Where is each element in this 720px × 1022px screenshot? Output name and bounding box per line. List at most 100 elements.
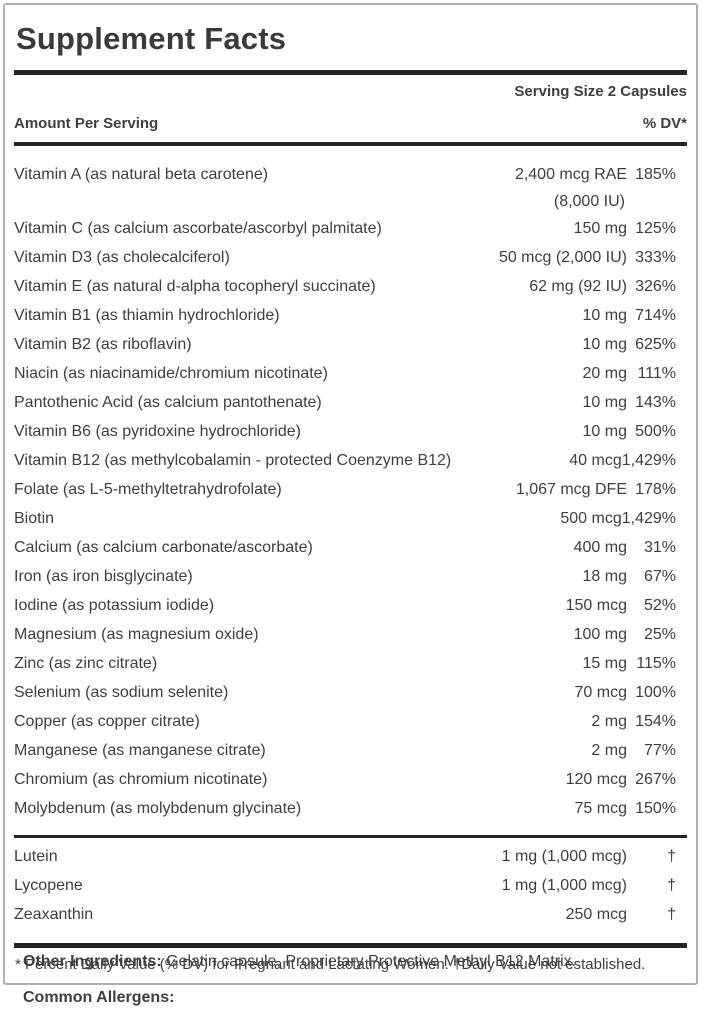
nutrient-amount: 10 mg <box>582 423 627 440</box>
nutrient-dv: † <box>667 877 676 894</box>
other-ingredients-line: Other Ingredients: Gelatin capsule, Prop… <box>23 953 697 971</box>
nutrient-name: Chromium (as chromium nicotinate) <box>14 771 268 788</box>
nutrient-dv: 111% <box>637 365 676 382</box>
nutrient-amount: 100 mg <box>573 626 627 643</box>
nutrient-name: Iodine (as potassium iodide) <box>14 597 215 614</box>
nutrient-amount: 75 mcg <box>574 800 627 817</box>
nutrient-amount: 10 mg <box>582 394 627 411</box>
divider-mid <box>14 835 687 838</box>
dv-footnote: * Percent Daily Value (% DV) for Pregnan… <box>15 956 646 973</box>
table-row: Zinc (as zinc citrate) 15 mg 115% <box>14 650 687 679</box>
nutrient-amount: 2 mg <box>591 713 627 730</box>
nutrient-amount: 120 mcg <box>565 771 627 788</box>
table-row: Zeaxanthin 250 mcg † <box>14 901 687 930</box>
table-row: Vitamin B12 (as methylcobalamin - protec… <box>14 447 687 476</box>
nutrient-amount: 1 mg (1,000 mcg) <box>501 848 627 865</box>
nutrient-name: Manganese (as manganese citrate) <box>14 742 266 759</box>
table-row: Magnesium (as magnesium oxide) 100 mg 25… <box>14 621 687 650</box>
nutrient-name: Folate (as L-5-methyltetrahydrofolate) <box>14 481 282 498</box>
nutrient-amount-secondary: (8,000 IU) <box>553 193 625 210</box>
supplement-facts-panel: Supplement Facts Serving Size 2 Capsules… <box>3 3 698 985</box>
nutrient-amount: 400 mg <box>573 539 627 556</box>
amount-per-serving-header: Amount Per Serving <box>14 115 159 132</box>
nutrient-dv: 185% <box>635 166 676 183</box>
nutrient-name: Selenium (as sodium selenite) <box>14 684 229 701</box>
nutrient-name: Vitamin E (as natural d-alpha tocopheryl… <box>14 278 376 295</box>
table-row: Folate (as L-5-methyltetrahydrofolate) 1… <box>14 476 687 505</box>
nutrient-name: Vitamin B6 (as pyridoxine hydrochloride) <box>14 423 301 440</box>
table-row: Lycopene 1 mg (1,000 mcg) † <box>14 872 687 901</box>
nutrient-dv: 714% <box>635 307 676 324</box>
table-row: Copper (as copper citrate) 2 mg 154% <box>14 708 687 737</box>
nutrient-name: Iron (as iron bisglycinate) <box>14 568 193 585</box>
nutrient-dv: 1,429% <box>621 510 676 527</box>
nutrient-name: Lycopene <box>14 877 83 894</box>
nutrient-dv: 143% <box>635 394 676 411</box>
nutrient-dv: 333% <box>635 249 676 266</box>
nutrient-dv: 154% <box>635 713 676 730</box>
table-row: Vitamin B2 (as riboflavin) 10 mg 625% <box>14 331 687 360</box>
other-ingredients-text: Gelatin capsule, Proprietary Protective … <box>161 953 577 970</box>
nutrient-amount: 40 mcg <box>569 452 622 469</box>
nutrient-name: Niacin (as niacinamide/chromium nicotina… <box>14 365 328 382</box>
table-row: Molybdenum (as molybdenum glycinate) 75 … <box>14 795 687 824</box>
nutrient-dv: 67% <box>643 568 676 585</box>
below-panel-info: Other Ingredients: Gelatin capsule, Prop… <box>23 953 697 1007</box>
nutrient-dv: 500% <box>635 423 676 440</box>
table-row: Manganese (as manganese citrate) 2 mg 77… <box>14 737 687 766</box>
table-row: Chromium (as chromium nicotinate) 120 mc… <box>14 766 687 795</box>
table-row: Iron (as iron bisglycinate) 18 mg 67% <box>14 563 687 592</box>
nutrient-dv: 326% <box>635 278 676 295</box>
nutrient-amount: 2,400 mcg RAE <box>514 166 627 183</box>
nutrient-name: Pantothenic Acid (as calcium pantothenat… <box>14 394 322 411</box>
table-row: Calcium (as calcium carbonate/ascorbate)… <box>14 534 687 563</box>
nutrient-name: Molybdenum (as molybdenum glycinate) <box>14 800 302 817</box>
table-row: Vitamin B1 (as thiamin hydrochloride) 10… <box>14 302 687 331</box>
nutrient-amount: 15 mg <box>582 655 627 672</box>
common-allergens-line: Common Allergens: <box>23 989 697 1007</box>
common-allergens-label: Common Allergens: <box>23 989 175 1006</box>
nutrient-name: Biotin <box>14 510 55 527</box>
nutrient-dv: 100% <box>635 684 676 701</box>
nutrient-name: Lutein <box>14 848 58 865</box>
nutrient-dv: † <box>667 848 676 865</box>
nutrient-name: Zeaxanthin <box>14 906 94 923</box>
nutrient-rows: Vitamin A (as natural beta carotene) 2,4… <box>14 146 687 830</box>
nutrient-dv: 125% <box>635 220 676 237</box>
nutrient-name: Calcium (as calcium carbonate/ascorbate) <box>14 539 313 556</box>
other-ingredients-label: Other Ingredients: <box>23 953 162 970</box>
nutrient-dv: † <box>667 906 676 923</box>
nutrient-name: Vitamin C (as calcium ascorbate/ascorbyl… <box>14 220 382 237</box>
nutrient-name: Zinc (as zinc citrate) <box>14 655 158 672</box>
table-row: Vitamin D3 (as cholecalciferol) 50 mcg (… <box>14 244 687 273</box>
nutrient-dv: 25% <box>643 626 676 643</box>
nutrient-amount: 50 mcg (2,000 IU) <box>498 249 627 266</box>
table-row: Selenium (as sodium selenite) 70 mcg 100… <box>14 679 687 708</box>
table-row: Vitamin E (as natural d-alpha tocopheryl… <box>14 273 687 302</box>
nutrient-name: Vitamin B1 (as thiamin hydrochloride) <box>14 307 280 324</box>
nutrient-amount: 70 mcg <box>574 684 627 701</box>
nutrient-name: Vitamin D3 (as cholecalciferol) <box>14 249 230 266</box>
nutrient-dv: 625% <box>635 336 676 353</box>
nutrient-amount: 150 mcg <box>565 597 627 614</box>
nutrient-amount: 62 mg (92 IU) <box>529 278 627 295</box>
dv-header: % DV* <box>642 115 687 132</box>
nutrient-name: Copper (as copper citrate) <box>14 713 200 730</box>
column-headers: Amount Per Serving % DV* <box>14 115 687 132</box>
nutrient-amount: 10 mg <box>582 336 627 353</box>
table-row: Lutein 1 mg (1,000 mcg) † <box>14 843 687 872</box>
nutrient-dv: 150% <box>635 800 676 817</box>
secondary-nutrient-rows: Lutein 1 mg (1,000 mcg) † Lycopene 1 mg … <box>14 838 687 937</box>
nutrient-amount: 500 mcg <box>560 510 622 527</box>
nutrient-name: Magnesium (as magnesium oxide) <box>14 626 259 643</box>
nutrient-amount: 10 mg <box>582 307 627 324</box>
nutrient-name: Vitamin A (as natural beta carotene) <box>14 166 269 183</box>
table-row: Vitamin A (as natural beta carotene) 2,4… <box>14 161 687 215</box>
nutrient-dv: 77% <box>643 742 676 759</box>
nutrient-dv: 267% <box>635 771 676 788</box>
table-row: Biotin 500 mcg 1,429% <box>14 505 687 534</box>
table-row: Iodine (as potassium iodide) 150 mcg 52% <box>14 592 687 621</box>
nutrient-dv: 52% <box>643 597 676 614</box>
nutrient-amount: 18 mg <box>582 568 627 585</box>
table-row: Vitamin B6 (as pyridoxine hydrochloride)… <box>14 418 687 447</box>
